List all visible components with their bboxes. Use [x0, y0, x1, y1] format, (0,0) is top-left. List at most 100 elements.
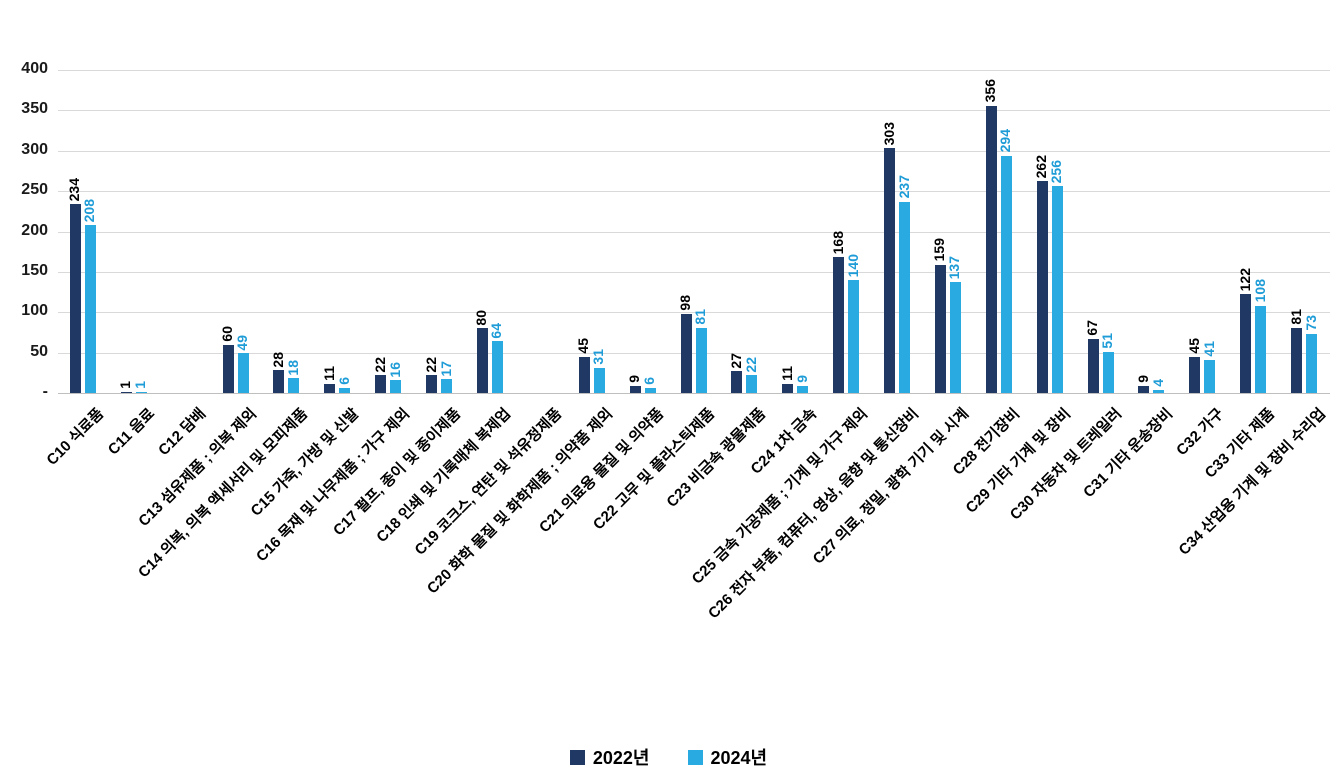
- bar-value-label: 122: [1236, 268, 1253, 292]
- bar-value-label: 67: [1084, 320, 1101, 336]
- bar-value-label: 140: [844, 253, 861, 277]
- bar-value-label: 41: [1200, 341, 1217, 357]
- bar-2022년-8: [426, 375, 438, 393]
- legend-swatch-2024-icon: [687, 749, 703, 765]
- bar-2022년-18: [934, 264, 946, 393]
- y-axis-tick-label: 100: [21, 302, 48, 320]
- bar-value-label: 81: [692, 309, 708, 325]
- bar-value-label: 168: [829, 230, 846, 255]
- y-axis-tick-label: 50: [30, 342, 48, 360]
- bar-2024년-14: [746, 375, 758, 393]
- bar-value-label: 81: [1287, 309, 1304, 325]
- bar-value-label: 49: [234, 334, 251, 351]
- bar-value-label: 108: [1251, 279, 1268, 303]
- bar-2022년-24: [1240, 294, 1252, 393]
- y-axis-tick-label: 150: [21, 261, 48, 279]
- bar-2022년-21: [1087, 338, 1099, 393]
- bar-value-label: 22: [371, 356, 388, 373]
- bar-value-label: 22: [422, 356, 439, 373]
- y-axis-tick-label: 350: [21, 100, 48, 118]
- gridline: [58, 191, 1330, 193]
- bar-value-label: 60: [219, 325, 236, 342]
- x-axis-category-label: C10 식료품: [43, 405, 108, 469]
- y-axis-tick-label: 400: [21, 60, 48, 77]
- bar-value-label: 356: [982, 79, 999, 103]
- bar-2022년-1: [69, 204, 81, 393]
- bar-value-label: 28: [269, 351, 286, 368]
- bar-2022년-11: [578, 356, 590, 393]
- bar-value-label: 9: [793, 374, 810, 383]
- x-axis-category-label: C11 음료: [105, 405, 159, 459]
- bar-2024년-4: [237, 353, 249, 393]
- bar-value-label: 17: [437, 360, 454, 377]
- bar-value-label: 9: [1134, 374, 1151, 383]
- bar-2024년-2: [135, 392, 147, 394]
- bar-2024년-9: [491, 341, 503, 393]
- bar-2022년-9: [476, 328, 488, 393]
- bar-2024년-17: [899, 201, 911, 393]
- x-axis-category-label: C20 화학 물질 및 화학제품 ; 의약품 제외: [424, 405, 617, 598]
- bar-2022년-25: [1291, 327, 1303, 393]
- bar-2022년-16: [833, 257, 845, 393]
- x-axis-line: [58, 393, 1330, 394]
- y-axis-tick-label: 200: [21, 221, 48, 239]
- bar-2024년-7: [390, 380, 402, 393]
- bar-value-label: 16: [386, 361, 403, 378]
- bar-2024년-12: [644, 388, 656, 393]
- gridline: [58, 150, 1330, 152]
- gridline: [58, 231, 1330, 233]
- bar-2024년-24: [1255, 305, 1267, 393]
- bar-2024년-19: [1000, 155, 1012, 393]
- y-axis-tick-label: 250: [21, 181, 48, 199]
- bar-value-label: 18: [284, 359, 301, 376]
- bar-value-label: 262: [1033, 155, 1050, 179]
- gridline: [58, 110, 1330, 112]
- x-axis-category-label: C31 기타 운송장비: [1080, 405, 1177, 502]
- legend-item-2022: 2022년: [569, 744, 650, 770]
- bar-value-label: 303: [880, 121, 897, 146]
- bar-value-label: 4: [1149, 378, 1166, 387]
- bar-2022년-13: [680, 313, 692, 393]
- bar-2024년-6: [339, 388, 351, 393]
- bar-2022년-23: [1189, 356, 1201, 393]
- bar-value-label: 45: [1185, 338, 1202, 354]
- bar-value-label: 31: [590, 349, 607, 365]
- bar-2022년-14: [731, 371, 743, 393]
- bar-2022년-22: [1138, 385, 1150, 393]
- bar-value-label: 1: [117, 381, 134, 390]
- bar-value-label: 80: [473, 309, 490, 326]
- bar-2022년-6: [324, 384, 336, 393]
- bar-2024년-1: [84, 225, 96, 393]
- bar-2024년-20: [1051, 186, 1063, 393]
- bar-value-label: 22: [742, 356, 759, 373]
- gridline: [58, 271, 1330, 273]
- bar-2022년-12: [629, 385, 641, 393]
- bar-2024년-22: [1153, 389, 1165, 393]
- legend-swatch-2022-icon: [569, 749, 585, 765]
- legend-item-2024: 2024년: [687, 744, 768, 770]
- bar-2022년-4: [222, 344, 234, 393]
- bar-value-label: 6: [335, 377, 352, 386]
- bar-value-label: 294: [997, 129, 1014, 153]
- bar-2024년-18: [949, 282, 961, 393]
- bar-2024년-16: [848, 279, 860, 393]
- y-axis-tick-label: 300: [21, 140, 48, 158]
- bar-2024년-25: [1306, 334, 1318, 393]
- bar-value-label: 208: [81, 198, 98, 223]
- bar-value-label: 6: [641, 377, 658, 386]
- gridline: [58, 352, 1330, 354]
- legend-label-2022: 2022년: [592, 748, 650, 768]
- bar-2024년-8: [441, 379, 453, 393]
- bar-value-label: 1: [132, 381, 149, 390]
- bar-value-label: 45: [575, 338, 592, 354]
- legend-label-2024: 2024년: [710, 748, 768, 768]
- bar-value-label: 9: [626, 374, 643, 383]
- bar-2024년-23: [1204, 359, 1216, 393]
- bar-2024년-11: [593, 367, 605, 393]
- bar-2022년-2: [120, 392, 132, 394]
- bar-value-label: 73: [1302, 315, 1319, 332]
- bar-value-label: 237: [895, 175, 912, 199]
- bar-value-label: 64: [488, 322, 505, 339]
- bar-value-label: 234: [66, 177, 83, 202]
